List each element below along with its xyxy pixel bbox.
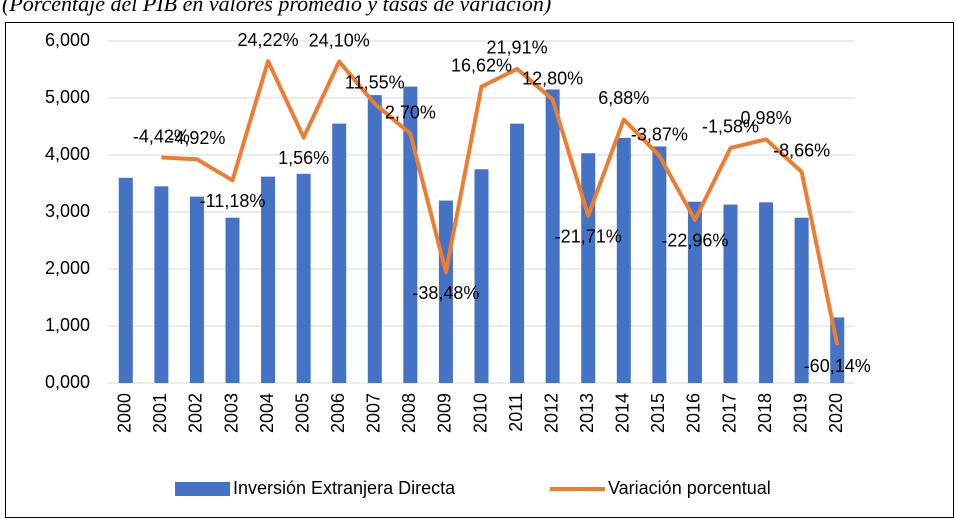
data-label: 2,70%: [385, 102, 436, 122]
y-tick-label: 0,000: [45, 372, 90, 392]
data-label: 6,88%: [598, 88, 649, 108]
data-label: -21,71%: [555, 226, 622, 246]
x-tick-label: 2014: [613, 393, 633, 433]
data-label: -38,48%: [412, 283, 479, 303]
bar: [474, 169, 489, 383]
data-label: 12,80%: [522, 68, 583, 88]
x-tick-label: 2016: [684, 393, 704, 433]
data-label: -22,96%: [661, 231, 728, 251]
bar: [510, 123, 525, 384]
legend-swatch: [175, 482, 230, 496]
y-tick-label: 1,000: [45, 315, 90, 335]
legend-label: Variación porcentual: [608, 478, 771, 498]
bar: [367, 95, 382, 384]
data-label: -4,92%: [168, 128, 225, 148]
bar: [687, 201, 702, 383]
line: [161, 59, 840, 346]
x-tick-label: 2003: [221, 393, 241, 433]
x-tick-label: 2019: [790, 393, 810, 433]
bar: [652, 146, 667, 383]
x-tick-label: 2000: [115, 393, 135, 433]
bar: [794, 217, 809, 383]
bar: [189, 196, 204, 383]
bar: [332, 123, 347, 384]
chart-subtitle: (Porcentaje del PIB en valores promedio …: [2, 0, 551, 16]
bar: [296, 173, 311, 383]
x-tick-label: 2020: [826, 393, 846, 433]
x-tick-label: 2008: [399, 393, 419, 433]
data-label: -60,14%: [804, 356, 871, 376]
y-tick-label: 3,000: [45, 201, 90, 221]
data-label: 1,56%: [278, 148, 329, 168]
x-tick-label: 2007: [364, 393, 384, 433]
data-label: 16,62%: [451, 55, 512, 75]
x-tick-label: 2002: [186, 393, 206, 433]
data-label: -3,87%: [631, 124, 688, 144]
bar: [545, 89, 560, 383]
data-label: 11,55%: [345, 73, 405, 93]
y-tick-label: 2,000: [45, 258, 90, 278]
y-tick-label: 4,000: [45, 144, 90, 164]
x-tick-label: 2001: [150, 393, 170, 433]
data-label: 24,10%: [309, 30, 370, 50]
y-tick-label: 6,000: [45, 30, 90, 50]
data-label: -1,58%: [702, 117, 759, 137]
x-tick-label: 2005: [292, 393, 312, 433]
data-label: -8,66%: [773, 141, 830, 161]
x-tick-label: 2012: [541, 393, 561, 433]
legend-label: Inversión Extranjera Directa: [233, 478, 456, 498]
x-tick-label: 2017: [719, 393, 739, 433]
bar: [759, 202, 774, 383]
bar: [581, 153, 596, 383]
x-tick-label: 2006: [328, 393, 348, 433]
bar: [154, 186, 169, 383]
bar: [225, 217, 240, 383]
data-label: 21,91%: [487, 38, 548, 58]
y-tick-label: 5,000: [45, 87, 90, 107]
chart-border: [5, 22, 954, 518]
bar: [118, 177, 133, 383]
data-label: 24,22%: [238, 30, 299, 50]
data-label: -4,42%: [133, 126, 190, 146]
x-tick-label: 2013: [577, 393, 597, 433]
x-tick-label: 2010: [470, 393, 490, 433]
x-tick-label: 2011: [506, 393, 526, 432]
x-tick-label: 2009: [435, 393, 455, 433]
x-tick-label: 2004: [257, 393, 277, 433]
x-tick-label: 2015: [648, 393, 668, 433]
bar: [616, 137, 631, 383]
bar: [261, 176, 276, 383]
bar: [403, 86, 418, 383]
data-label: -11,18%: [200, 191, 266, 211]
data-label: 0,98%: [741, 108, 792, 128]
bar: [723, 204, 738, 383]
x-tick-label: 2018: [755, 393, 775, 433]
